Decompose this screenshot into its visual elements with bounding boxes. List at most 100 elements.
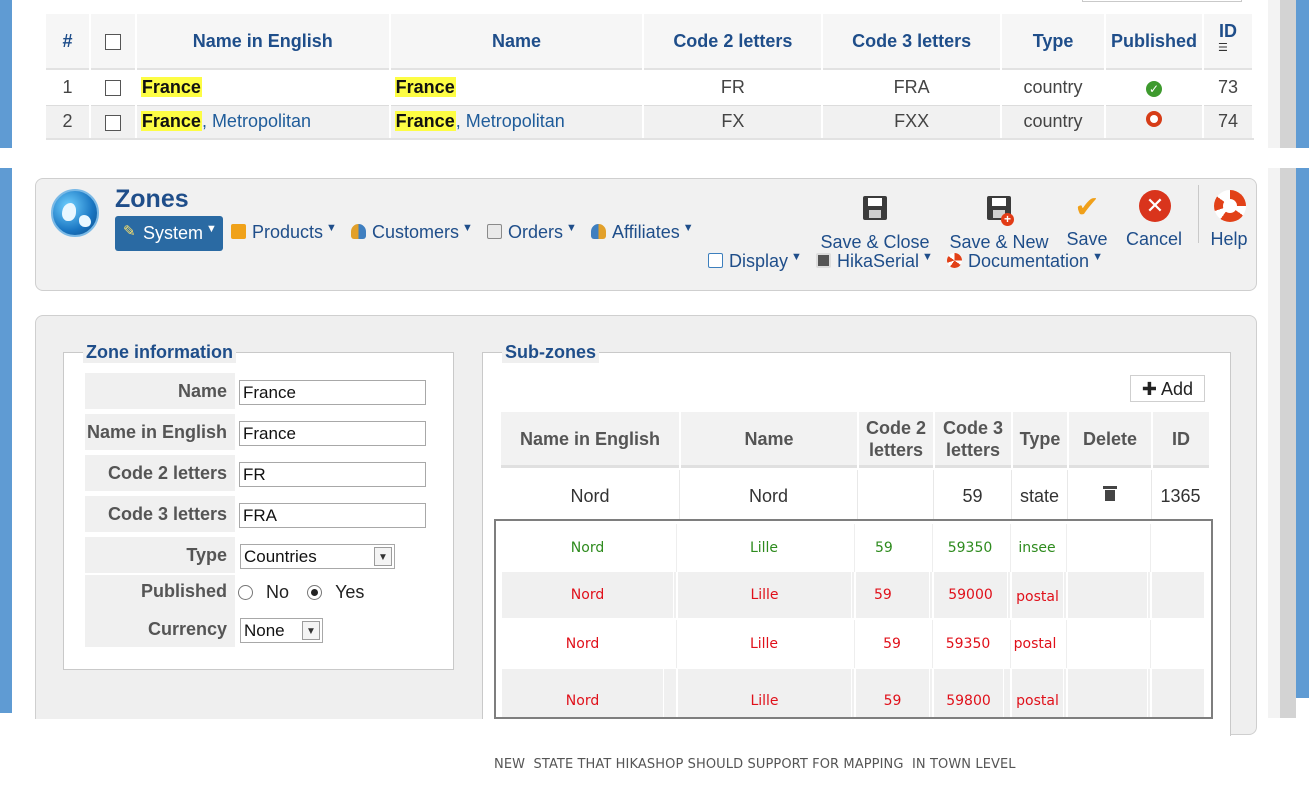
col-code2[interactable]: Code 2 letters: [643, 14, 824, 69]
proposed-delete: [1066, 620, 1148, 668]
code2-input[interactable]: FR: [239, 462, 426, 487]
menu-documentation[interactable]: Documentation ▼: [947, 251, 1103, 272]
subzone-type: state: [1012, 470, 1068, 522]
left-frame-bar-bottom: [0, 168, 12, 713]
published-check-icon[interactable]: ✓: [1145, 80, 1162, 97]
row-checkbox[interactable]: [104, 80, 121, 96]
field-name-label: Name: [85, 373, 235, 409]
col-code2: Code 2 letters: [859, 412, 933, 468]
subzone-name: Nord: [680, 470, 858, 522]
unpublished-icon[interactable]: [1145, 111, 1162, 128]
proposed-delete: [1066, 669, 1148, 717]
table-row: Nord Lille 59 59000 postal: [502, 572, 1205, 618]
zones-toolbar: Zones ✎ System ▼ Products ▼ Customers ▼ Ord…: [35, 178, 1257, 291]
row-code3: FXX: [822, 104, 1003, 140]
proposed-delete: [1066, 524, 1148, 572]
field-type-label: Type: [85, 537, 235, 573]
proposed-code2: 59: [854, 620, 930, 668]
help-icon: [1214, 190, 1246, 223]
left-frame-bar-top: [0, 0, 12, 148]
field-name-en-label: Name in English: [85, 414, 235, 450]
trash-icon[interactable]: [1102, 486, 1117, 501]
proposed-name: Lille: [676, 572, 852, 618]
cancel-label: Cancel: [1125, 229, 1183, 249]
proposed-type: postal: [1010, 620, 1060, 668]
chevron-down-icon: ▼: [326, 222, 337, 234]
save-new-button[interactable]: + Save & New: [947, 193, 1051, 253]
search-highlight[interactable]: France: [140, 76, 202, 97]
menu-hikaserial[interactable]: HikaSerial ▼: [816, 251, 933, 272]
table-header-row: # Name in English Name Code 2 letters Co…: [46, 14, 1255, 69]
menu-affiliates-label: Affiliates: [612, 222, 680, 242]
right-scrollbar-bottom[interactable]: [1280, 168, 1296, 718]
chevron-down-icon: ▼: [566, 222, 577, 234]
col-name[interactable]: Name: [389, 14, 645, 69]
menu-system[interactable]: ✎ System ▼: [115, 216, 223, 251]
published-no-label[interactable]: No: [266, 582, 290, 602]
published-yes-label[interactable]: Yes: [335, 582, 365, 602]
add-subzone-button[interactable]: ✚ Add: [1130, 375, 1205, 402]
cancel-button[interactable]: ✕ Cancel: [1123, 190, 1185, 250]
row-type: country: [1001, 104, 1106, 140]
col-code3[interactable]: Code 3 letters: [822, 14, 1003, 69]
row-checkbox[interactable]: [104, 114, 121, 131]
menu-products[interactable]: Products ▼: [231, 222, 337, 243]
published-radio-group: No Yes: [238, 582, 364, 603]
search-box-remnant: [1082, 0, 1242, 2]
row-published[interactable]: [1105, 104, 1204, 140]
menu-products-label: Products: [252, 222, 324, 242]
col-id-label: ID: [1218, 20, 1237, 41]
published-yes-radio[interactable]: [307, 585, 323, 600]
add-subzone-label: Add: [1161, 379, 1194, 399]
menu-affiliates[interactable]: Affiliates ▼: [591, 222, 694, 243]
affiliates-icon: [591, 224, 606, 239]
proposed-name-en: Nord: [502, 524, 674, 572]
name-input[interactable]: France: [239, 380, 426, 405]
col-select-all[interactable]: [89, 14, 137, 69]
code3-input[interactable]: FRA: [239, 503, 426, 528]
help-button[interactable]: Help: [1208, 190, 1250, 250]
col-name-en[interactable]: Name in English: [135, 14, 391, 69]
row-name[interactable]: France, Metropolitan: [389, 104, 645, 140]
subzone-name-en: Nord: [501, 470, 680, 522]
subzones-legend: Sub-zones: [502, 342, 600, 363]
table-row: 2 France, Metropolitan France, Metropoli…: [46, 104, 1255, 140]
row-select[interactable]: [89, 104, 137, 140]
chevron-down-icon: ▼: [682, 222, 694, 234]
right-scrollbar-top[interactable]: [1280, 0, 1296, 148]
proposed-delete: [1066, 572, 1148, 618]
bottom-blank-area: [0, 719, 494, 800]
type-select[interactable]: Countries ▼: [240, 544, 395, 569]
proposed-code2: 59: [854, 572, 930, 618]
chevron-down-icon: ▼: [302, 621, 320, 640]
menu-orders[interactable]: Orders ▼: [487, 222, 577, 243]
search-highlight[interactable]: France: [394, 76, 456, 97]
row-select[interactable]: [89, 68, 137, 105]
floppy-new-icon: +: [984, 196, 1014, 226]
search-highlight[interactable]: France: [140, 111, 202, 132]
row-name-rest[interactable]: , Metropolitan: [455, 111, 565, 132]
subzone-delete[interactable]: [1068, 470, 1152, 522]
box-icon: [231, 224, 246, 239]
currency-select[interactable]: None ▼: [240, 618, 323, 643]
menu-customers[interactable]: Customers ▼: [351, 222, 473, 243]
select-all-checkbox[interactable]: [104, 33, 121, 50]
menu-display[interactable]: Display ▼: [708, 251, 802, 272]
published-no-radio[interactable]: [238, 585, 253, 600]
floppy-icon: [860, 196, 890, 226]
row-published[interactable]: ✓: [1105, 68, 1204, 105]
col-published[interactable]: Published: [1105, 14, 1204, 69]
save-close-button[interactable]: Save & Close: [819, 193, 931, 253]
name-en-input[interactable]: France: [239, 421, 426, 446]
row-name-en[interactable]: France, Metropolitan: [135, 104, 391, 140]
row-name-en[interactable]: France: [135, 68, 391, 105]
row-name[interactable]: France: [389, 68, 645, 105]
row-name-en-rest[interactable]: , Metropolitan: [201, 111, 311, 132]
proposed-name: Lille: [676, 524, 852, 572]
search-highlight[interactable]: France: [394, 111, 456, 132]
subzones-table-header: Name in English Name Code 2 letters Code…: [501, 412, 1209, 468]
col-type[interactable]: Type: [1001, 14, 1106, 69]
save-button[interactable]: ✔ Save: [1064, 193, 1110, 250]
row-code2: FR: [643, 68, 824, 105]
col-id[interactable]: ID ☰: [1202, 14, 1255, 69]
